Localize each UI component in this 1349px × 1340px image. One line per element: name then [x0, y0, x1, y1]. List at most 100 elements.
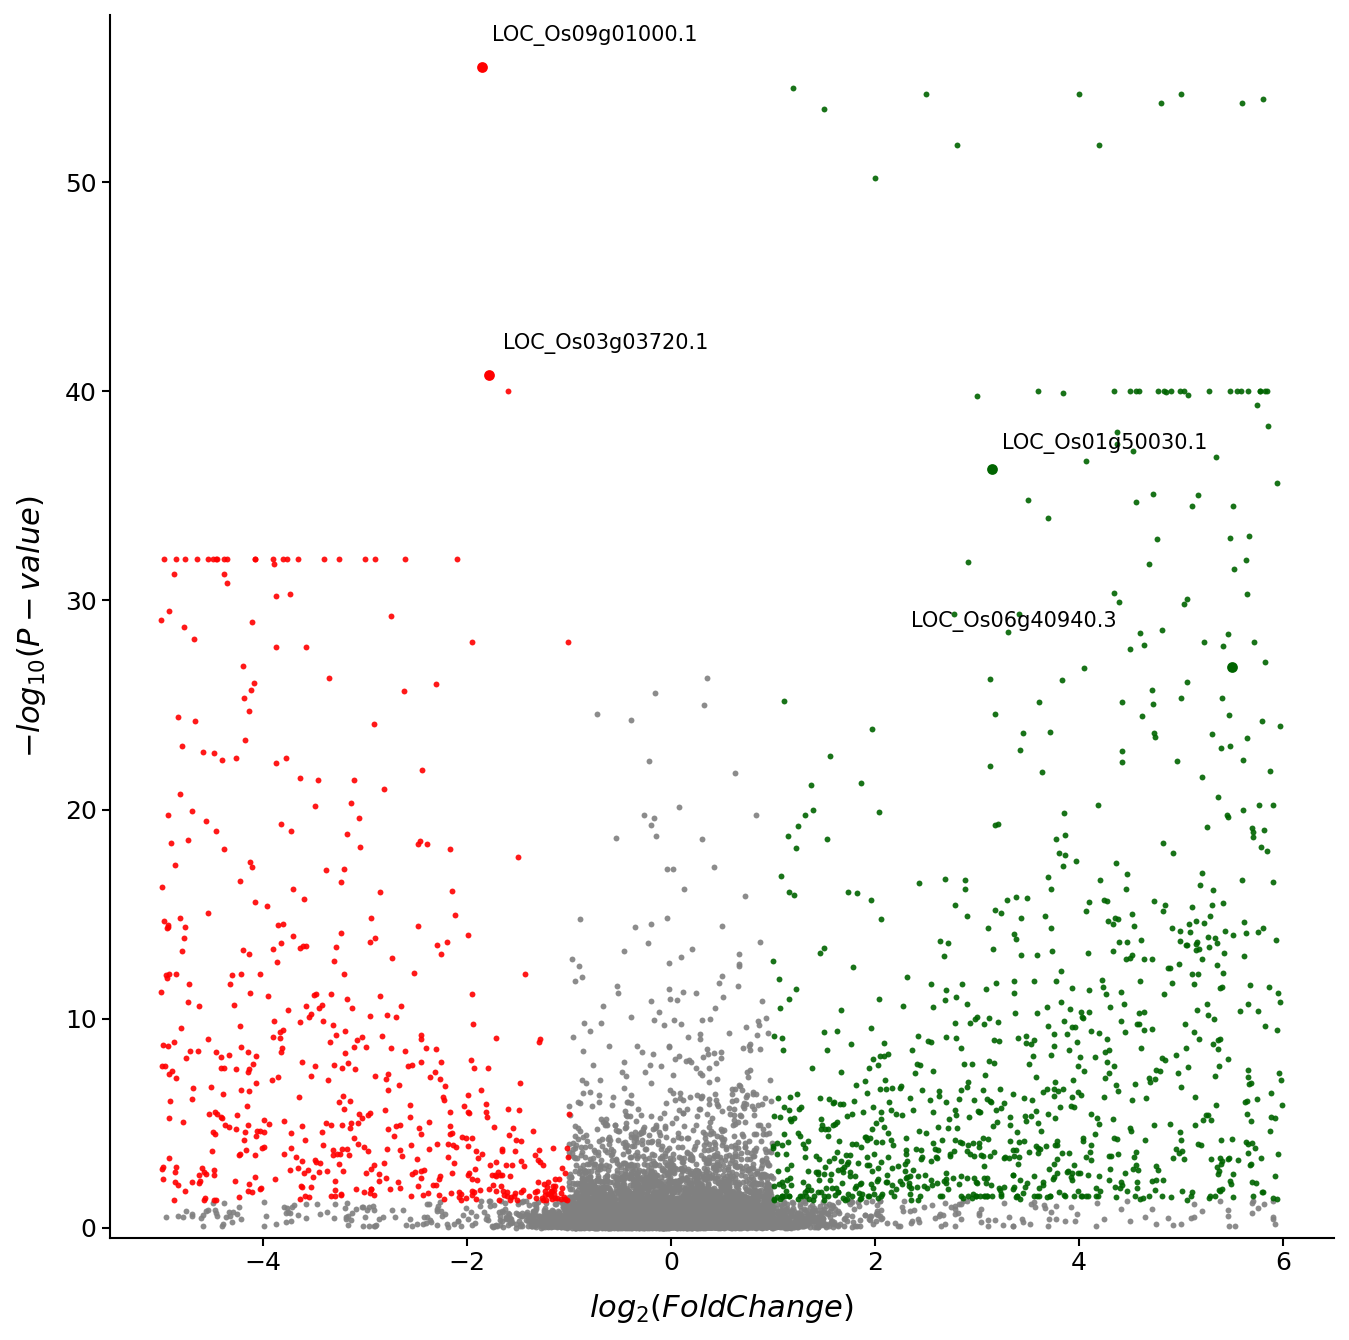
- Point: [719, 1213, 741, 1234]
- Point: [684, 1191, 706, 1213]
- Point: [606, 1215, 627, 1237]
- Point: [625, 1198, 646, 1219]
- Point: [669, 1215, 691, 1237]
- Point: [726, 1213, 747, 1234]
- Point: [1197, 816, 1218, 838]
- Point: [701, 1210, 723, 1231]
- Point: [691, 1210, 712, 1231]
- Point: [569, 1092, 591, 1114]
- Point: [715, 1201, 737, 1222]
- Point: [565, 1215, 587, 1237]
- Point: [782, 78, 804, 99]
- Point: [944, 1013, 966, 1034]
- Point: [633, 1206, 654, 1227]
- Point: [301, 1004, 322, 1025]
- Point: [693, 1213, 715, 1234]
- Point: [697, 1214, 719, 1235]
- Point: [656, 1207, 677, 1229]
- Point: [322, 1144, 344, 1166]
- Point: [743, 1209, 765, 1230]
- Point: [680, 1210, 701, 1231]
- Point: [704, 1217, 726, 1238]
- Point: [697, 1116, 719, 1138]
- Point: [532, 1187, 553, 1209]
- Point: [697, 1210, 719, 1231]
- Point: [685, 1159, 707, 1181]
- Point: [654, 1217, 676, 1238]
- Point: [642, 1215, 664, 1237]
- Point: [681, 1210, 703, 1231]
- Point: [684, 1211, 706, 1233]
- Point: [842, 1104, 863, 1126]
- Point: [741, 1197, 762, 1218]
- Point: [633, 1172, 654, 1194]
- Point: [735, 1214, 757, 1235]
- Point: [812, 1209, 834, 1230]
- Point: [720, 1210, 742, 1231]
- Point: [658, 1210, 680, 1231]
- Point: [610, 1198, 631, 1219]
- Point: [1102, 914, 1124, 935]
- Point: [672, 1191, 693, 1213]
- Point: [733, 1193, 754, 1214]
- Point: [590, 1202, 611, 1223]
- Point: [750, 1198, 772, 1219]
- Point: [612, 1214, 634, 1235]
- Point: [457, 1084, 479, 1106]
- Point: [666, 1197, 688, 1218]
- Point: [565, 1217, 587, 1238]
- Point: [596, 1201, 618, 1222]
- Point: [712, 1202, 734, 1223]
- Point: [716, 1213, 738, 1234]
- Point: [665, 1201, 687, 1222]
- Point: [1002, 1179, 1024, 1201]
- Point: [490, 1164, 511, 1186]
- Point: [581, 1215, 603, 1237]
- Point: [324, 1179, 345, 1201]
- Point: [417, 1193, 438, 1214]
- Point: [677, 1214, 699, 1235]
- Point: [708, 1217, 730, 1238]
- Point: [661, 1210, 683, 1231]
- Point: [625, 1214, 646, 1235]
- Point: [633, 1209, 654, 1230]
- Point: [676, 1203, 697, 1225]
- Point: [710, 1217, 731, 1238]
- Point: [580, 1213, 602, 1234]
- Point: [668, 1213, 689, 1234]
- Point: [703, 1215, 724, 1237]
- Point: [727, 1185, 749, 1206]
- Point: [635, 1199, 657, 1221]
- Point: [764, 1214, 785, 1235]
- Point: [635, 1139, 657, 1160]
- Point: [626, 1215, 648, 1237]
- Point: [591, 1211, 612, 1233]
- Point: [575, 1162, 596, 1183]
- Point: [588, 1211, 610, 1233]
- Point: [629, 1215, 650, 1237]
- Point: [672, 1217, 693, 1238]
- Point: [701, 1202, 723, 1223]
- Point: [1102, 941, 1124, 962]
- Point: [1028, 381, 1050, 402]
- Point: [1075, 1186, 1097, 1207]
- Point: [668, 1209, 689, 1230]
- Point: [733, 1187, 754, 1209]
- Point: [175, 1048, 197, 1069]
- Point: [615, 1152, 637, 1174]
- Point: [727, 1215, 749, 1237]
- Point: [946, 986, 967, 1008]
- Point: [934, 945, 955, 966]
- Point: [625, 1189, 646, 1210]
- Point: [803, 799, 824, 820]
- Point: [607, 1213, 629, 1234]
- Point: [583, 1202, 604, 1223]
- Point: [928, 1116, 950, 1138]
- Point: [712, 1209, 734, 1230]
- Point: [625, 1185, 646, 1206]
- Point: [701, 1203, 723, 1225]
- Point: [688, 1178, 710, 1199]
- Point: [554, 1206, 576, 1227]
- Point: [722, 1215, 743, 1237]
- Point: [950, 1037, 971, 1059]
